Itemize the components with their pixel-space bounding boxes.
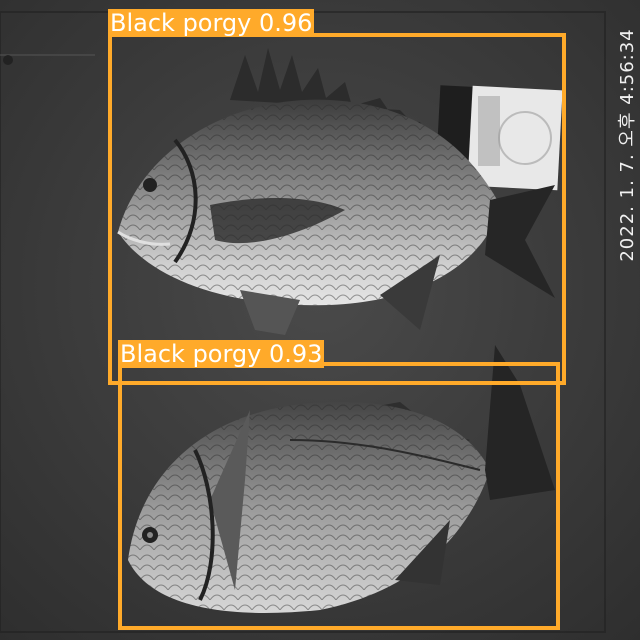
fish-top [117,48,555,335]
detection-box-1 [108,33,566,385]
detection-label-2: Black porgy 0.93 [118,340,325,368]
photo-timestamp: 2022. 1. 7. 오후 4:56:34 [617,28,638,262]
detection-label-1: Black porgy 0.96 [108,9,315,37]
cigarette-pack [435,85,563,191]
detection-box-2 [118,362,560,630]
